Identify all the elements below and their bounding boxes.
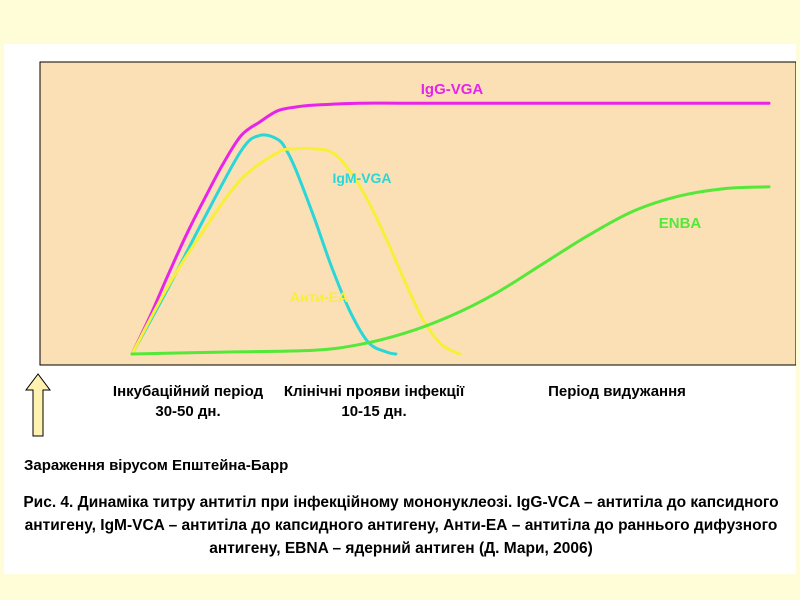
chart-svg: IgG-VGA IgM-VGA Анти-ЕА ENBA [25,61,796,437]
series-label-igg-vga: IgG-VGA [421,81,484,98]
series-labels-layer: IgG-VGA IgM-VGA Анти-ЕА ENBA [290,81,701,305]
series-line-anti-ea [130,146,462,356]
series-line-igm-vga [130,133,398,356]
incubation-period-label: Інкубаційний період 30-50 дн. [98,382,278,422]
series-label-enba: ENBA [659,215,702,232]
figure-caption: Рис. 4. Динаміка титру антитіл при інфек… [6,491,796,560]
incubation-period-days: 30-50 дн. [155,403,221,420]
infection-arrow-icon [25,373,51,437]
infection-label: Зараження вірусом Епштейна-Барр [24,457,289,474]
clinical-period-title: Клінічні прояви інфекції [283,383,465,400]
recovery-period-label: Період видужання [548,383,686,400]
plot-area [39,61,796,366]
clinical-period-days: 10-15 дн. [341,403,407,420]
caption-line-1: Рис. 4. Динаміка титру антитіл при інфек… [23,494,779,511]
series-layer [130,101,771,356]
figure-panel: IgG-VGA IgM-VGA Анти-ЕА ENBA Інкубаційний п… [4,44,796,574]
caption-line-2: антигену, IgM-VCA – антитіла до капсидно… [24,517,778,534]
series-line-enba [130,185,771,356]
caption-line-3: антигену, ЕВNA – ядерний антиген (Д. Мар… [209,540,593,557]
series-label-igm-vga: IgM-VGA [332,170,391,186]
series-line-igg-vga [130,101,771,356]
clinical-period-label: Клінічні прояви інфекції 10-15 дн. [274,382,474,422]
incubation-period-title: Інкубаційний період [112,383,264,400]
series-label-anti-ea: Анти-ЕА [290,289,348,305]
